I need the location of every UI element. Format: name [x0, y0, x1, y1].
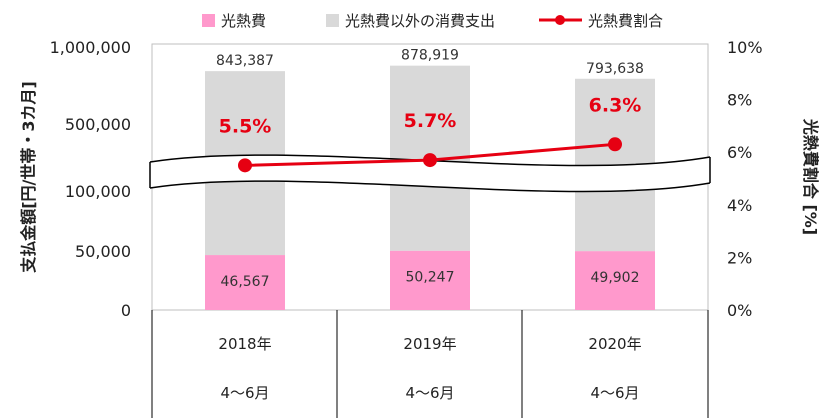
legend: 光熱費 光熱費以外の消費支出 光熱費割合	[202, 12, 663, 30]
legend-label: 光熱費	[221, 12, 266, 30]
ratio-label: 5.7%	[404, 110, 457, 132]
legend-swatch-energy	[202, 14, 215, 27]
category-table: 2018年 4～6月 2019年 4～6月 2020年 4～6月	[151, 310, 709, 418]
bar-label-energy: 50,247	[406, 270, 455, 286]
y-tick-label: 0	[121, 301, 131, 320]
ratio-label: 5.5%	[219, 115, 272, 137]
y2-axis-title: 光熱費割合 [%]	[801, 118, 820, 235]
y2-tick-label: 2%	[727, 248, 752, 267]
y-tick-label: 50,000	[75, 242, 131, 261]
ratio-point	[423, 153, 437, 168]
legend-label: 光熱費割合	[588, 12, 663, 30]
bar-energy	[205, 255, 285, 310]
bar-energy	[575, 251, 655, 310]
category-period: 4～6月	[405, 384, 454, 402]
y-axis-right: 0% 2% 4% 6% 8% 10%	[727, 38, 763, 320]
ratio-label: 6.3%	[589, 94, 642, 116]
y2-tick-label: 8%	[727, 91, 752, 110]
legend-swatch-other	[326, 14, 339, 27]
y2-tick-label: 6%	[727, 143, 752, 162]
bar-energy	[390, 250, 470, 310]
category-year: 2020年	[588, 335, 641, 353]
axis-break-line	[149, 180, 711, 193]
ratio-line: 5.5% 5.7% 6.3%	[219, 94, 642, 173]
ratio-point	[608, 137, 622, 152]
legend-marker-ratio	[555, 15, 565, 25]
legend-label: 光熱費以外の消費支出	[345, 12, 495, 30]
y-tick-label: 100,000	[65, 182, 131, 201]
y2-tick-label: 10%	[727, 38, 763, 57]
y-tick-label: 500,000	[65, 115, 131, 134]
category-period: 4～6月	[590, 384, 639, 402]
y2-tick-label: 0%	[727, 301, 752, 320]
bar-label-energy: 49,902	[591, 270, 640, 286]
y-axis-left: 0 50,000 100,000 500,000 1,000,000	[50, 38, 131, 320]
y-axis-title: 支払金額[円/世帯・3カ月]	[19, 81, 38, 274]
bar-label-total: 793,638	[586, 61, 644, 77]
bar-label-total: 843,387	[216, 53, 274, 69]
category-year: 2019年	[403, 335, 456, 353]
ratio-point	[238, 158, 252, 173]
category-year: 2018年	[218, 335, 271, 353]
bar-label-total: 878,919	[401, 48, 459, 64]
y2-tick-label: 4%	[727, 196, 752, 215]
bar-label-energy: 46,567	[221, 274, 270, 290]
y-tick-label: 1,000,000	[50, 38, 131, 57]
category-period: 4～6月	[220, 384, 269, 402]
